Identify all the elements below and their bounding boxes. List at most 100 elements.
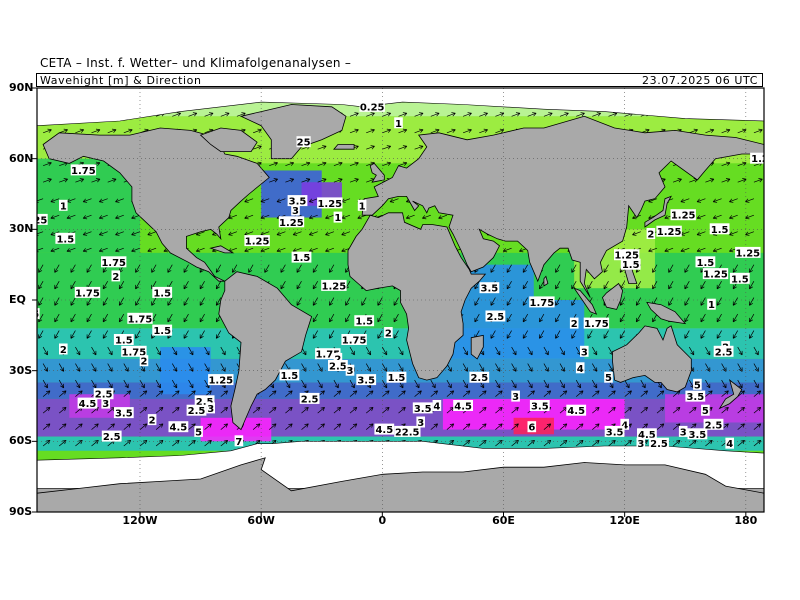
- direction-arrow: [98, 231, 108, 236]
- wave-height-label: 3.5: [531, 402, 549, 413]
- direction-arrow: [269, 161, 278, 167]
- direction-arrow: [252, 423, 261, 430]
- direction-arrow: [220, 112, 230, 117]
- direction-arrow: [377, 330, 383, 339]
- wave-height-label: 4: [577, 364, 584, 375]
- label-box: [70, 164, 97, 176]
- direction-arrow: [474, 297, 480, 306]
- direction-arrow: [422, 214, 431, 220]
- direction-arrow: [398, 112, 408, 117]
- direction-arrow: [490, 330, 496, 339]
- wave-height-label: 1: [708, 300, 715, 311]
- lat-label: 60N: [9, 151, 34, 165]
- direction-arrow: [684, 330, 690, 339]
- direction-arrow: [592, 423, 600, 430]
- direction-arrow: [559, 346, 565, 356]
- label-box: [529, 296, 555, 308]
- direction-arrow: [329, 313, 335, 323]
- direction-arrow: [42, 363, 48, 372]
- direction-arrow: [248, 264, 254, 273]
- label-box: [670, 209, 696, 221]
- direction-arrow: [135, 297, 141, 306]
- direction-arrow: [172, 439, 180, 447]
- label-box: [678, 425, 688, 437]
- direction-arrow: [737, 439, 745, 447]
- label-box: [569, 317, 579, 329]
- label-box: [709, 223, 730, 235]
- wave-height-label: 2.5: [487, 312, 505, 323]
- direction-arrow: [478, 363, 485, 372]
- direction-arrow: [672, 406, 681, 414]
- wave-height-label: 1.75: [101, 258, 126, 269]
- direction-arrow: [382, 161, 392, 167]
- direction-arrow: [732, 264, 739, 273]
- wave-height-label: 1: [60, 201, 67, 212]
- direction-arrow: [333, 161, 343, 167]
- wave-height-label: 1.75: [122, 347, 147, 358]
- direction-arrow: [721, 363, 727, 372]
- direction-arrow: [183, 313, 189, 323]
- direction-arrow: [438, 214, 448, 220]
- direction-arrow: [511, 423, 519, 430]
- direction-arrow: [204, 423, 212, 430]
- wave-height-label: 1.75: [530, 298, 555, 309]
- direction-arrow: [506, 297, 512, 306]
- label-box: [604, 371, 613, 383]
- direction-arrow: [559, 390, 568, 397]
- direction-arrow: [668, 264, 674, 273]
- direction-arrow: [592, 406, 600, 414]
- direction-arrow: [333, 406, 342, 414]
- direction-arrow: [716, 313, 722, 323]
- direction-arrow: [123, 390, 132, 397]
- label-box: [315, 348, 341, 360]
- direction-arrow: [107, 423, 115, 430]
- direction-arrow: [345, 297, 351, 306]
- sea-ice: [37, 88, 764, 512]
- direction-arrow: [479, 112, 488, 117]
- direction-arrow: [608, 112, 618, 117]
- lon-label: 120E: [609, 514, 640, 527]
- label-box: [321, 279, 347, 291]
- direction-arrow: [737, 161, 747, 167]
- direction-arrow: [42, 406, 51, 414]
- direction-arrow: [603, 264, 609, 273]
- label-box: [356, 374, 377, 386]
- direction-arrow: [716, 297, 722, 306]
- direction-arrow: [329, 264, 335, 273]
- direction-arrow: [603, 330, 609, 339]
- label-box: [206, 402, 215, 414]
- direction-arrow: [632, 231, 641, 236]
- wave-height-label: 5: [195, 427, 202, 438]
- direction-arrow: [430, 423, 439, 430]
- direction-arrow: [543, 346, 549, 356]
- label-box: [511, 390, 520, 402]
- wave-height-label: 3.5: [414, 404, 432, 415]
- direction-arrow: [640, 390, 649, 397]
- direction-arrow: [366, 128, 375, 134]
- direction-arrow: [712, 198, 722, 203]
- direction-arrow: [66, 214, 76, 220]
- wave-height-label: 3: [417, 418, 424, 429]
- lat-label: 30S: [9, 363, 33, 377]
- direction-arrow: [349, 346, 355, 356]
- label-box: [620, 258, 641, 270]
- label-box: [604, 425, 625, 437]
- direction-arrow: [624, 406, 632, 414]
- wave-height-label: 3: [102, 399, 109, 410]
- direction-arrow: [414, 379, 420, 389]
- wave-height-label: 2.5: [470, 373, 488, 384]
- arctic-sea-ice: [37, 88, 764, 127]
- direction-arrow: [716, 281, 722, 290]
- direction-arrow: [462, 128, 472, 134]
- wave-height-label: 3: [637, 439, 644, 450]
- direction-arrow: [737, 406, 745, 414]
- wave-height-label: 2.5: [103, 432, 121, 443]
- direction-arrow: [215, 264, 222, 273]
- wave-height-label: 1.25: [208, 376, 233, 387]
- direction-arrow: [123, 423, 132, 430]
- direction-arrow: [188, 423, 196, 430]
- label-box: [113, 334, 134, 345]
- direction-arrow: [527, 112, 537, 117]
- direction-arrow: [393, 313, 399, 323]
- direction-arrow: [188, 363, 194, 372]
